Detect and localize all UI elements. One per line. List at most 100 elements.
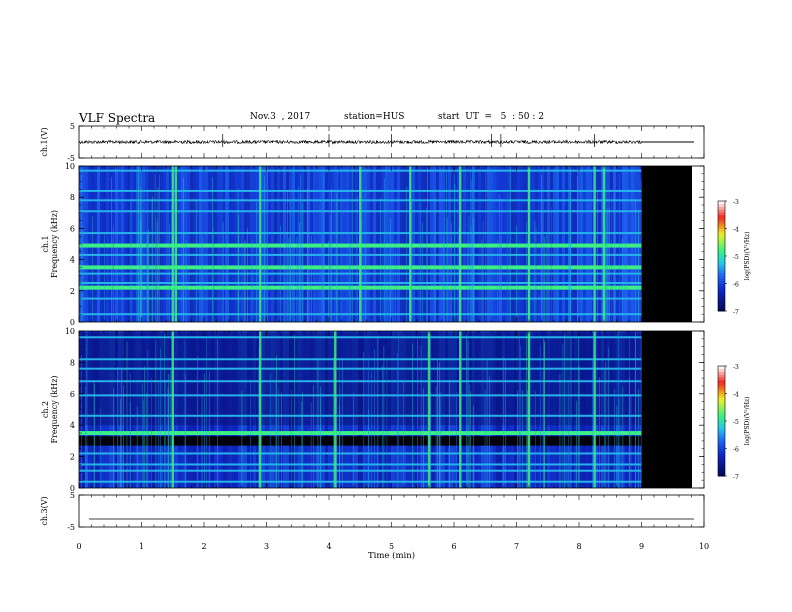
x-tick-marks [78,126,705,158]
colorbar-tick-label: -5 [733,419,739,426]
y-tick-label: 10 [65,327,75,336]
y-tick-label: 0 [70,484,75,493]
y-tick-label: 2 [70,287,75,296]
y-tick-label: 0 [70,318,75,327]
no-data-region [641,166,692,322]
panel-frame-ch3-waveform [78,494,705,528]
spectrogram-burst [593,166,596,322]
colorbar-tick-label: -6 [733,447,739,454]
spectrogram-band [79,336,642,339]
spectrogram-band [79,463,642,466]
y-tick-label: 6 [70,224,75,233]
x-tick-marks [78,331,705,488]
spectrogram-burst [259,331,262,488]
ylabel-ch1-spectrogram-text: Frequency (kHz) [50,210,59,278]
colorbar-tick-label: -3 [733,199,739,206]
spectrogram-burst [593,331,596,488]
colorbar-tick-label: -4 [733,227,739,234]
x-tick-label: 0 [76,542,81,551]
spectrogram-burst [334,331,337,488]
ylabel-ch1-spectrogram: ch.1 Frequency (kHz) [41,210,59,278]
colorbar-ch1-spectrogram: -3 -4 -5 -6 -7 log(PSD)(V²/Hz) [717,199,751,316]
ylabel-ch3-waveform: ch.3(V) [40,496,49,525]
spectrogram-burst [459,166,462,322]
ylabel-ch1-spectrogram-text: ch.1 [41,235,50,252]
y-tick-label: 8 [70,193,75,202]
spectrogram-burst [259,166,262,322]
no-data-region [641,331,692,488]
date-label: Nov.3 , 2017 [250,112,311,122]
spectrogram-ch1-spectrogram [79,166,692,322]
y-tick-label: -5 [67,523,75,532]
spectrogram-burst [527,166,531,322]
colorbar-label-group: log(PSD)(V²/Hz) [744,232,751,281]
x-tick-label: 7 [514,542,519,551]
spectrogram-band [79,452,642,455]
ylabel-ch1-waveform-text: ch.1(V) [40,127,49,156]
x-tick-marks [78,495,705,527]
spectrogram-band [79,431,642,436]
x-tick-label: 6 [451,542,456,551]
figure-title: VLF Spectra [79,111,156,125]
waveform-trace-ch1-waveform [78,139,642,145]
spectrogram-ch2-spectrogram [78,331,692,488]
x-tick-label: 2 [201,542,206,551]
spectrogram-band [79,358,642,361]
spectrogram-dark-band [79,436,642,446]
ylabel-ch2-spectrogram: ch.2 Frequency (kHz) [41,375,59,443]
colorbar-label-group: log(PSD)(V²/Hz) [744,397,751,446]
colorbar-tick-label: -4 [733,392,739,399]
x-axis: 0 1 2 3 4 5 6 7 8 9 10 Time (min) [76,542,709,561]
spectrogram-band [79,469,642,472]
x-tick-label: 9 [639,542,644,551]
y-axis-ch1-waveform: 5 -5 [67,122,704,163]
y-tick-label: 6 [70,390,75,399]
ylabel-ch1-waveform: ch.1(V) [40,127,49,156]
x-tick-label: 1 [139,542,144,551]
spectrogram-burst [527,331,531,488]
spectrogram-burst [174,166,178,322]
y-axis-ch2-spectrogram: 0 2 4 6 8 10 [65,327,704,493]
spectrogram-burst [171,166,174,322]
y-tick-label: 8 [70,358,75,367]
colorbar-label: log(PSD)(V²/Hz) [744,397,751,446]
y-tick-label: 5 [70,122,75,131]
y-tick-label: 4 [70,421,75,430]
spectrogram-band [79,480,642,483]
x-axis-label: Time (min) [368,550,415,561]
y-tick-label: -5 [67,154,75,163]
start-time-label: start UT = 5 : 50 : 2 [438,112,544,122]
y-axis-ch1-spectrogram: 0 2 4 6 8 10 [65,162,704,327]
spectrogram-quiet-region [79,332,642,426]
spectrogram-band [79,414,642,417]
colorbar-ch2-spectrogram: -3 -4 -5 -6 -7 log(PSD)(V²/Hz) [717,364,751,481]
y-tick-label: 10 [65,162,75,171]
spectrogram-burst [427,331,431,488]
y-tick-label: 4 [70,256,75,265]
spectrogram-burst [602,166,606,322]
spectrogram-band [79,367,642,370]
y-tick-label: 2 [70,453,75,462]
colorbar-tick-label: -3 [733,364,739,371]
x-tick-marks [78,166,705,322]
ylabel-ch2-spectrogram-text: ch.2 [41,401,50,418]
x-tick-label: 10 [699,542,709,551]
x-tick-label: 3 [264,542,269,551]
x-tick-label: 4 [326,542,331,551]
colorbar-tick-label: -5 [733,254,739,261]
spectrogram-band [79,394,642,397]
colorbar-tick-label: -7 [733,309,739,316]
spectrogram-burst [459,331,462,488]
x-tick-label: 8 [576,542,581,551]
spectrogram-burst [359,166,362,322]
y-tick-label: 5 [70,491,75,500]
colorbar-label: log(PSD)(V²/Hz) [744,232,751,281]
ylabel-ch3-waveform-text: ch.3(V) [40,496,49,525]
spectrogram-burst [171,331,174,488]
spectrogram-burst [409,166,412,322]
colorbar-tick-label: -6 [733,282,739,289]
station-label: station=HUS [344,112,405,122]
x-tick-label: 5 [389,542,394,551]
